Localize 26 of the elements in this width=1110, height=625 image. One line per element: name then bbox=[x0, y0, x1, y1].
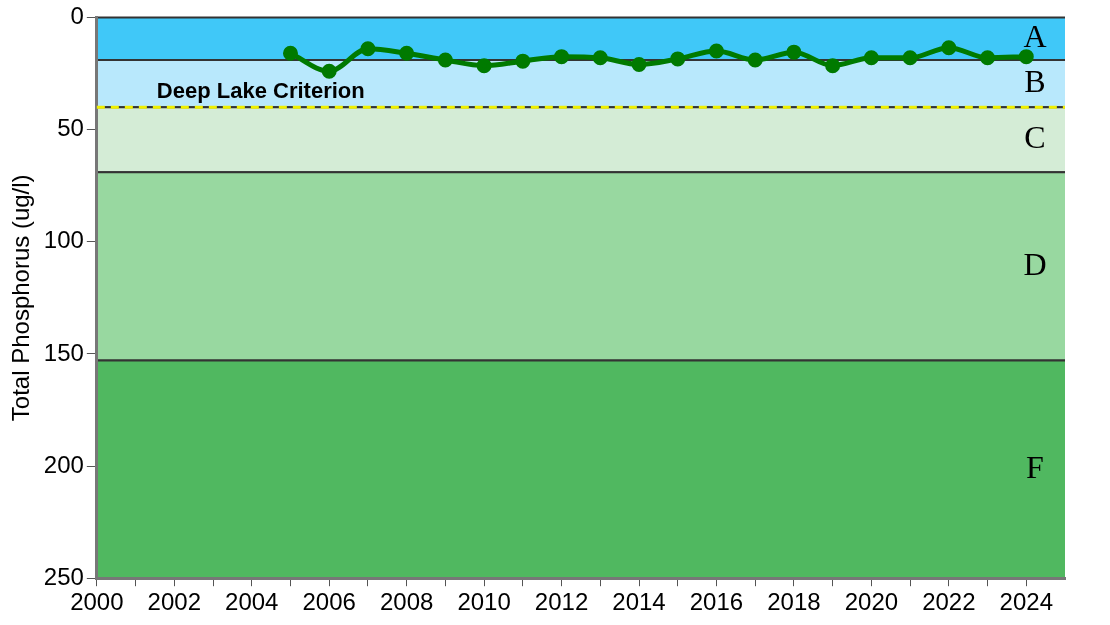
y-tick-label: 250 bbox=[43, 562, 84, 590]
band-label: B bbox=[1024, 62, 1046, 99]
y-tick-label: 0 bbox=[70, 2, 84, 30]
ref-line-label: Deep Lake Criterion bbox=[156, 78, 365, 104]
band-label: C bbox=[1024, 119, 1046, 156]
y-tick-label: 200 bbox=[43, 450, 84, 478]
y-tick-label: 50 bbox=[57, 114, 84, 142]
x-tick-label: 2018 bbox=[767, 588, 821, 616]
y-tick-label: 100 bbox=[43, 226, 84, 254]
x-tick-label: 2010 bbox=[457, 588, 511, 616]
x-tick-label: 2012 bbox=[534, 588, 589, 616]
x-tick-label: 2004 bbox=[225, 588, 279, 616]
x-tick-label: 2016 bbox=[689, 588, 744, 616]
x-tick-label: 2008 bbox=[379, 588, 434, 616]
x-tick-label: 2002 bbox=[147, 588, 201, 616]
x-tick-label: 2020 bbox=[844, 588, 899, 616]
y-tick-label: 150 bbox=[43, 338, 84, 366]
x-tick-label: 2014 bbox=[612, 588, 666, 616]
x-tick-label: 2022 bbox=[922, 588, 976, 616]
y-axis-title: Total Phosphorus (ug/l) bbox=[7, 174, 35, 422]
band-label: F bbox=[1026, 448, 1044, 485]
band-label: D bbox=[1023, 245, 1047, 282]
x-tick-label: 2006 bbox=[302, 588, 356, 616]
x-tick-label: 2024 bbox=[999, 588, 1053, 616]
x-tick-label: 2000 bbox=[70, 588, 124, 616]
band-label: A bbox=[1023, 18, 1047, 55]
